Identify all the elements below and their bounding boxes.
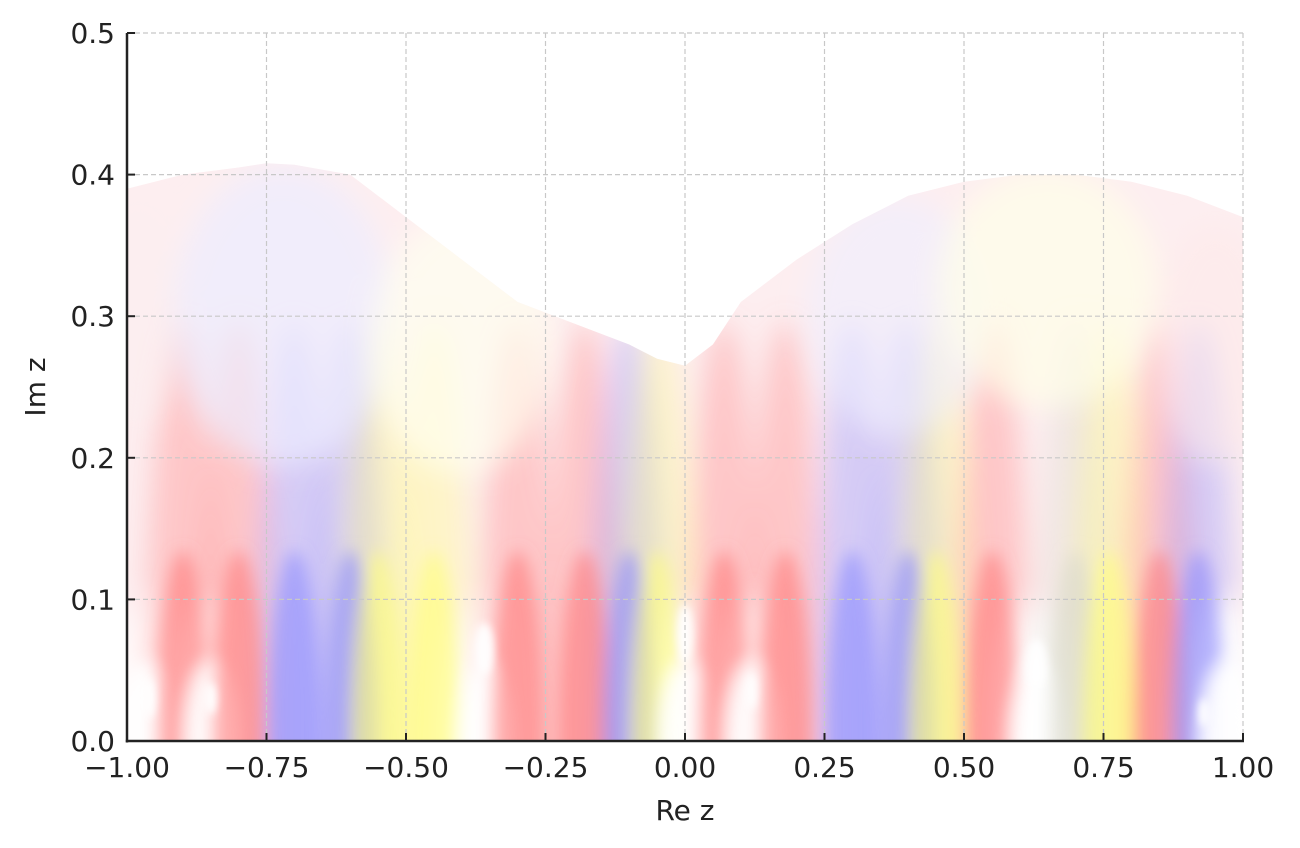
y-axis-label: Im z <box>19 357 52 416</box>
y-tick-label: 0.4 <box>70 159 115 192</box>
x-tick-label: 0.25 <box>793 751 855 784</box>
x-tick-label: 0.00 <box>654 751 716 784</box>
x-tick-label: 0.50 <box>933 751 995 784</box>
y-tick-label: 0.5 <box>70 17 115 50</box>
x-axis-label: Re z <box>655 794 714 827</box>
x-tick-label: −0.75 <box>224 751 310 784</box>
x-tick-label: −0.50 <box>363 751 449 784</box>
x-tick-label: 0.75 <box>1072 751 1134 784</box>
y-axis-ticks: 0.0 0.1 0.2 0.3 0.4 0.5 <box>70 17 135 758</box>
x-tick-label: −1.00 <box>84 751 170 784</box>
x-tick-label: −0.25 <box>503 751 589 784</box>
y-tick-label: 0.0 <box>70 725 115 758</box>
x-tick-label: 1.00 <box>1212 751 1274 784</box>
x-axis-ticks: −1.00 −0.75 −0.50 −0.25 0.00 0.25 0.50 0.75 1.00 <box>84 733 1274 784</box>
y-tick-label: 0.2 <box>70 442 115 475</box>
y-tick-label: 0.1 <box>70 583 115 616</box>
contour-field <box>127 163 1243 741</box>
y-tick-label: 0.3 <box>70 300 115 333</box>
